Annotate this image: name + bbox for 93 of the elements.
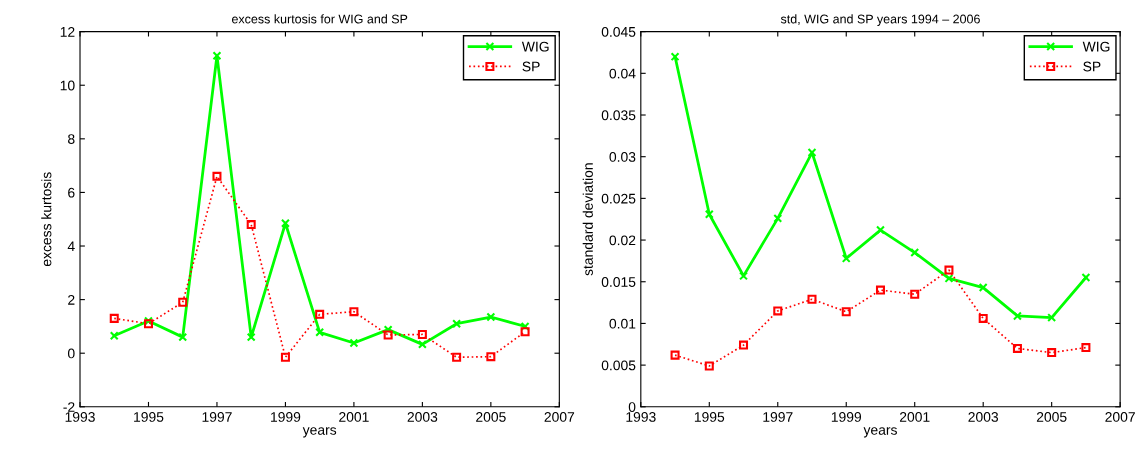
chart-title: excess kurtosis for WIG and SP <box>231 14 408 24</box>
y-tick-label: 0.045 <box>601 26 636 37</box>
legend-label: WIG <box>1082 41 1110 52</box>
y-tick-label: 0 <box>67 348 75 359</box>
point <box>841 307 851 317</box>
point <box>944 265 954 275</box>
point <box>704 361 714 371</box>
y-tick-label: 0.02 <box>609 235 636 246</box>
y-tick-label: 0.005 <box>601 360 636 371</box>
point <box>452 352 462 362</box>
point <box>178 297 188 307</box>
point <box>280 218 290 228</box>
chart-title: std, WIG and SP years 1994 – 2006 <box>780 14 980 26</box>
x-tick-label: 2001 <box>899 412 930 422</box>
x-tick-label: 2007 <box>544 412 575 422</box>
point <box>910 248 920 258</box>
y-tick-label: 0.01 <box>609 318 636 329</box>
y-tick-label: 0.015 <box>601 277 636 287</box>
point <box>773 213 783 223</box>
x-tick-label: 2007 <box>1105 412 1135 422</box>
y-tick-label: 0.04 <box>609 68 636 79</box>
x-tick-label: 1993 <box>65 412 95 422</box>
point <box>1047 348 1057 358</box>
y-axis-title: excess kurtosis <box>41 172 52 267</box>
x-tick-label: 1999 <box>831 412 862 422</box>
x-tick-label: 1997 <box>202 412 232 422</box>
point <box>978 283 988 293</box>
point <box>109 313 119 323</box>
point <box>670 52 680 62</box>
x-axis-title: years <box>863 427 897 438</box>
y-tick-label: 8 <box>68 134 75 144</box>
y-tick-label: -2 <box>63 402 75 412</box>
point <box>875 285 885 295</box>
point <box>739 340 749 350</box>
point <box>349 307 359 317</box>
point <box>807 294 817 304</box>
x-tick-label: 1995 <box>134 412 164 422</box>
x-tick-label: 1995 <box>694 412 725 422</box>
point <box>670 350 680 360</box>
point <box>1081 273 1091 283</box>
y-tick-label: 2 <box>68 294 75 305</box>
point <box>739 271 749 281</box>
point <box>978 313 988 323</box>
legend-label: SP <box>522 61 540 72</box>
x-tick-label: 2003 <box>407 412 438 422</box>
y-tick-label: 4 <box>67 241 75 252</box>
y-tick-label: 0 <box>628 402 636 412</box>
point <box>452 319 462 329</box>
point <box>944 273 954 283</box>
y-tick-label: 0.035 <box>601 110 636 121</box>
point <box>520 321 530 331</box>
y-tick-label: 0.03 <box>609 152 636 162</box>
y-tick-label: 10 <box>60 80 75 91</box>
y-tick-label: 12 <box>60 26 75 37</box>
y-tick-label: 6 <box>68 187 75 198</box>
point <box>807 148 817 158</box>
point <box>875 225 885 235</box>
point <box>178 332 188 342</box>
point <box>315 327 325 337</box>
point <box>417 329 427 339</box>
x-tick-label: 2005 <box>1036 412 1067 422</box>
x-tick-label: 1999 <box>271 412 301 422</box>
point <box>246 220 256 230</box>
point <box>280 352 290 362</box>
point <box>349 338 359 348</box>
point <box>109 331 119 341</box>
point <box>212 171 222 181</box>
point <box>486 312 496 322</box>
point <box>773 306 783 316</box>
point <box>704 209 714 219</box>
point <box>1012 311 1022 321</box>
point <box>417 339 427 349</box>
point <box>246 332 256 342</box>
x-tick-label: 2005 <box>476 412 506 422</box>
legend-label: WIG <box>521 41 549 52</box>
x-tick-label: 2001 <box>339 412 369 422</box>
x-tick-label: 1993 <box>626 412 656 422</box>
point <box>315 309 325 319</box>
point <box>383 330 393 340</box>
point <box>1012 343 1022 353</box>
point <box>486 352 496 362</box>
x-tick-label: 2003 <box>968 412 999 422</box>
x-tick-label: 1997 <box>763 412 793 422</box>
y-tick-label: 0.025 <box>601 193 636 204</box>
point <box>910 289 920 299</box>
y-axis-title: standard deviation <box>582 163 593 276</box>
point <box>212 51 222 61</box>
point <box>1047 313 1057 323</box>
point <box>841 253 851 263</box>
point <box>520 327 530 337</box>
point <box>1081 343 1091 353</box>
legend-label: SP <box>1083 61 1101 72</box>
x-axis-title: years <box>302 427 337 438</box>
